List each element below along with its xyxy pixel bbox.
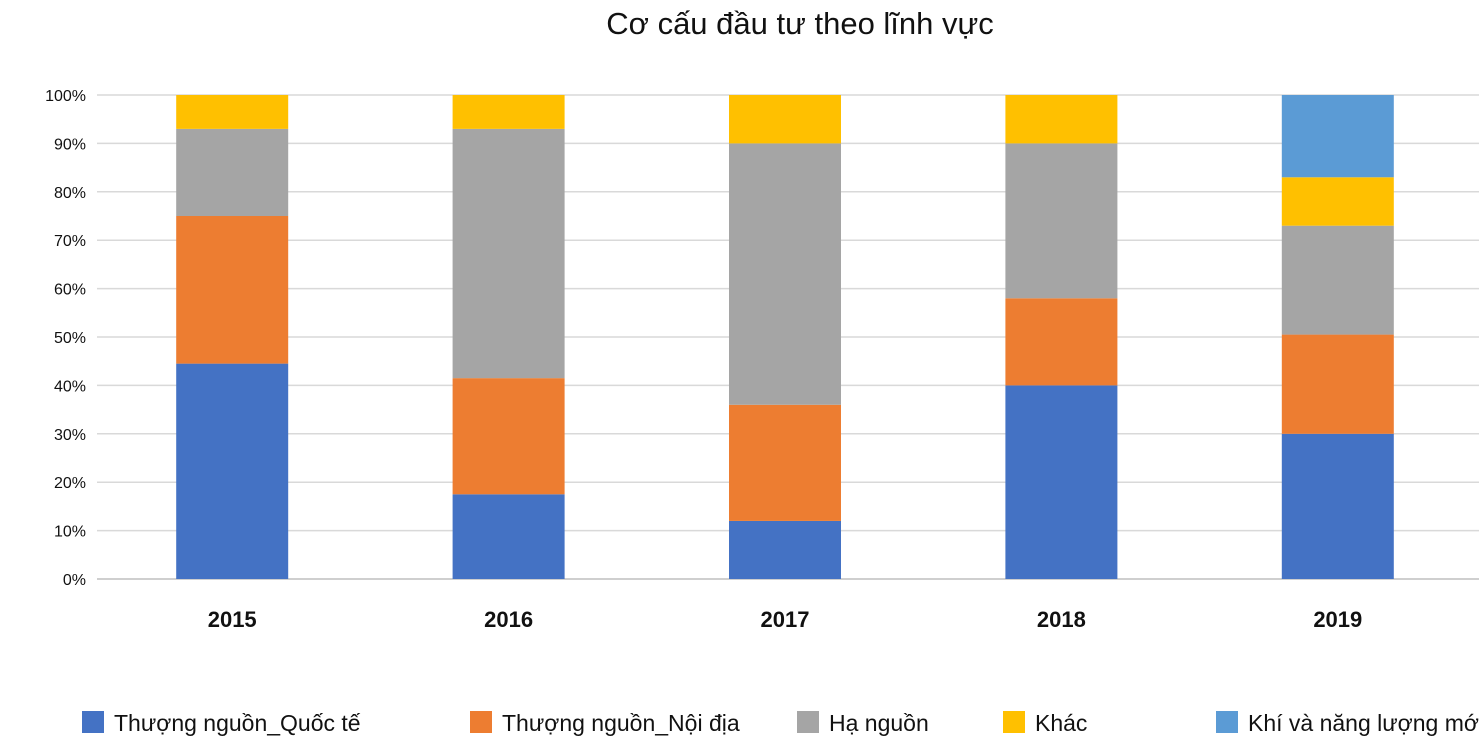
legend-swatch bbox=[82, 711, 104, 733]
x-tick-label: 2015 bbox=[208, 607, 257, 632]
x-tick-label: 2016 bbox=[484, 607, 533, 632]
bar-2015-series-0 bbox=[176, 363, 289, 579]
bar-2017-series-1 bbox=[729, 404, 841, 521]
legend-swatch bbox=[470, 711, 492, 733]
y-tick-label: 70% bbox=[54, 233, 86, 250]
bar-2018-series-0 bbox=[1005, 385, 1118, 579]
bar-2018-series-3 bbox=[1005, 95, 1118, 144]
legend-swatch bbox=[1216, 711, 1238, 733]
y-tick-label: 10% bbox=[54, 524, 86, 541]
bar-2019-series-4 bbox=[1281, 95, 1394, 178]
y-tick-label: 60% bbox=[54, 282, 86, 299]
y-tick-label: 50% bbox=[54, 330, 86, 347]
legend-label: Thượng nguồn_Quốc tế bbox=[114, 710, 361, 736]
bar-2019-series-3 bbox=[1281, 177, 1394, 226]
y-tick-label: 20% bbox=[54, 475, 86, 492]
bar-2015-series-3 bbox=[176, 95, 289, 129]
y-axis-ticks: 0% 10% 20% 30% 40% 50% 60% 70% 80% 90% 100% bbox=[45, 88, 86, 589]
y-tick-label: 80% bbox=[54, 185, 86, 202]
bar-2019-series-0 bbox=[1281, 433, 1394, 579]
bar-2018-series-1 bbox=[1005, 298, 1118, 386]
bar-2016-series-3 bbox=[452, 95, 565, 129]
legend-swatch bbox=[1003, 711, 1025, 733]
bar-2015-series-2 bbox=[176, 128, 289, 216]
x-axis-ticks: 2015 2016 2017 2018 2019 bbox=[208, 607, 1363, 632]
y-tick-label: 30% bbox=[54, 427, 86, 444]
y-tick-label: 100% bbox=[45, 88, 86, 105]
x-tick-label: 2019 bbox=[1313, 607, 1362, 632]
bar-2017-series-3 bbox=[729, 95, 841, 144]
bar-2016-series-2 bbox=[452, 128, 565, 379]
y-tick-label: 90% bbox=[54, 136, 86, 153]
x-tick-label: 2018 bbox=[1037, 607, 1086, 632]
chart-title: Cơ cấu đầu tư theo lĩnh vực bbox=[606, 6, 994, 41]
bar-2016-series-1 bbox=[452, 378, 565, 495]
bar-2015-series-1 bbox=[176, 216, 289, 364]
legend-label: Khí và năng lượng mới bbox=[1248, 710, 1479, 736]
legend-label: Hạ nguồn bbox=[829, 710, 929, 736]
legend-label: Khác bbox=[1035, 710, 1087, 736]
legend: Thượng nguồn_Quốc tế Thượng nguồn_Nội địa… bbox=[82, 710, 1479, 736]
bar-2019-series-1 bbox=[1281, 334, 1394, 434]
legend-swatch bbox=[797, 711, 819, 733]
bar-2019-series-2 bbox=[1281, 225, 1394, 335]
legend-label: Thượng nguồn_Nội địa bbox=[502, 710, 740, 736]
y-tick-label: 40% bbox=[54, 378, 86, 395]
bar-2017-series-0 bbox=[729, 520, 841, 579]
x-tick-label: 2017 bbox=[761, 607, 810, 632]
bar-2017-series-2 bbox=[729, 143, 841, 405]
bar-2018-series-2 bbox=[1005, 143, 1118, 299]
bars bbox=[176, 95, 1394, 579]
y-tick-label: 0% bbox=[63, 572, 86, 589]
bar-2016-series-0 bbox=[452, 494, 565, 579]
